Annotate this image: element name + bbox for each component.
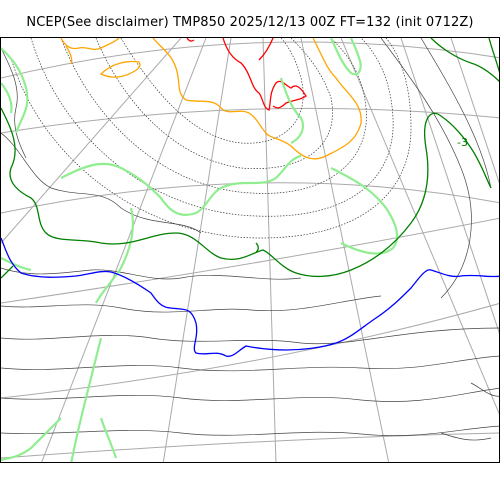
isotherm-cold <box>1 38 499 279</box>
meridian-line <box>1 38 182 244</box>
meridian-line <box>262 38 277 462</box>
thin-contours <box>1 38 499 441</box>
map-title: NCEP(See disclaimer) TMP850 2025/12/13 0… <box>26 15 474 30</box>
latitude-line <box>1 217 499 304</box>
isotherm-zero-band <box>1 38 399 462</box>
latitude-line <box>1 182 499 214</box>
meridian-line <box>400 38 499 334</box>
map-panel: -3 <box>0 37 500 463</box>
latitude-line <box>1 41 499 79</box>
meridian-line <box>162 38 232 462</box>
graticule <box>1 38 499 462</box>
isotherm-mild <box>60 38 362 160</box>
meridian-line <box>41 38 207 462</box>
dotted-contours <box>10 38 412 239</box>
temperature-map: -3 <box>1 38 499 462</box>
latitude-line <box>1 107 499 134</box>
meridian-line <box>340 38 499 415</box>
contour-value-label: -3 <box>457 136 468 149</box>
isotherm-very-cold <box>1 237 499 357</box>
meridian-line <box>300 38 390 462</box>
isotherm-warm <box>186 38 307 111</box>
latitude-line <box>1 303 499 399</box>
latitude-line <box>1 432 499 459</box>
meridian-line <box>450 38 499 184</box>
